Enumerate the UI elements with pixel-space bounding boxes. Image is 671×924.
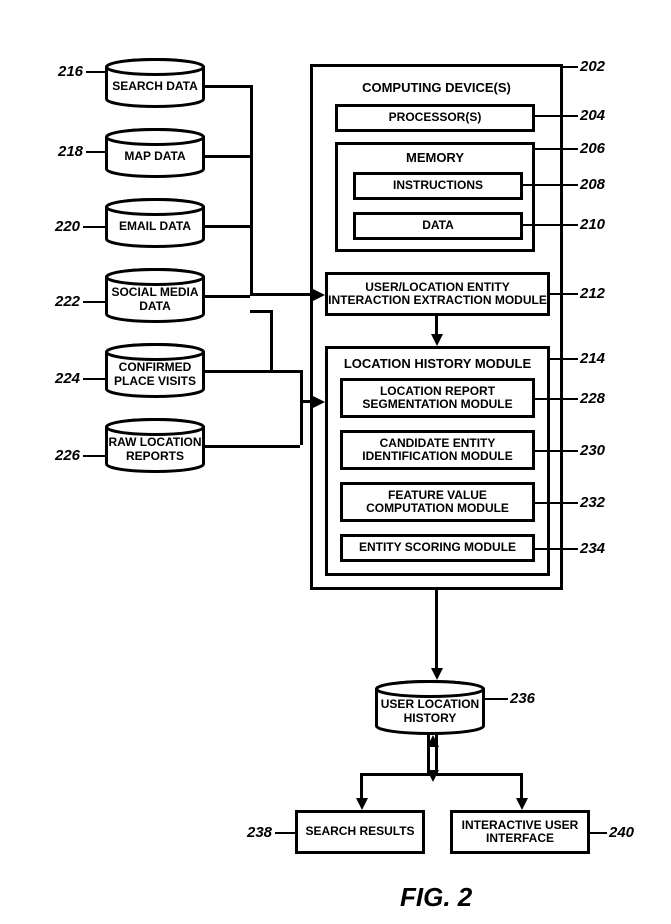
map-data-ref: 218 <box>58 143 83 160</box>
leader <box>86 151 105 153</box>
arrow <box>431 668 443 680</box>
leader <box>485 698 508 700</box>
email-data-label: EMAIL DATA <box>119 220 191 233</box>
search-data-ref: 216 <box>58 63 83 80</box>
leader <box>523 184 578 186</box>
interactive-ui: INTERACTIVE USER INTERFACE <box>450 810 590 854</box>
connector <box>205 445 300 448</box>
email-data-ref: 220 <box>55 218 80 235</box>
processors-ref: 204 <box>580 107 605 124</box>
leader <box>535 450 578 452</box>
figure-label: FIG. 2 <box>400 882 472 913</box>
segmentation-module: LOCATION REPORT SEGMENTATION MODULE <box>340 378 535 418</box>
leader <box>535 398 578 400</box>
computing-device-title: COMPUTING DEVICE(S) <box>310 80 563 95</box>
leader <box>550 293 578 295</box>
connector <box>250 310 270 313</box>
leader <box>83 455 105 457</box>
map-data: MAP DATA <box>105 128 205 178</box>
leader <box>83 378 105 380</box>
search-data: SEARCH DATA <box>105 58 205 108</box>
feature-module: FEATURE VALUE COMPUTATION MODULE <box>340 482 535 522</box>
connector <box>300 370 303 445</box>
data: DATA <box>353 212 523 240</box>
connector <box>205 295 250 298</box>
instructions: INSTRUCTIONS <box>353 172 523 200</box>
connector <box>270 310 273 370</box>
location-history-module-ref: 214 <box>580 350 605 367</box>
connector <box>435 316 438 334</box>
leader <box>550 358 578 360</box>
leader <box>83 226 105 228</box>
connector <box>205 225 250 228</box>
connector <box>250 85 253 295</box>
leader <box>535 148 578 150</box>
patent-diagram: COMPUTING DEVICE(S) 202 MEMORY 206 LOCATION … <box>0 0 671 924</box>
leader <box>275 832 295 834</box>
instructions-ref: 208 <box>580 176 605 193</box>
search-data-label: SEARCH DATA <box>112 80 198 93</box>
candidate-module: CANDIDATE ENTITY IDENTIFICATION MODULE <box>340 430 535 470</box>
confirmed-visits-ref: 224 <box>55 370 80 387</box>
map-data-label: MAP DATA <box>124 150 185 163</box>
user-loc-history-label: USER LOCATION HISTORY <box>381 698 479 724</box>
interaction-module: USER/LOCATION ENTITY INTERACTION EXTRACT… <box>325 272 550 316</box>
leader <box>535 502 578 504</box>
user-loc-history: USER LOCATION HISTORY <box>375 680 485 735</box>
leader <box>83 301 105 303</box>
connector <box>270 370 300 373</box>
arrow <box>516 798 528 810</box>
connector <box>360 773 363 798</box>
connector <box>435 590 438 668</box>
raw-location-label: RAW LOCATION REPORTS <box>108 436 201 462</box>
processors: PROCESSOR(S) <box>335 104 535 132</box>
leader <box>535 548 578 550</box>
leader <box>563 66 578 68</box>
connector <box>360 773 520 776</box>
location-history-module-title: LOCATION HISTORY MODULE <box>325 356 550 371</box>
leader <box>86 71 105 73</box>
segmentation-module-ref: 228 <box>580 390 605 407</box>
candidate-module-ref: 230 <box>580 442 605 459</box>
connector <box>205 155 250 158</box>
email-data: EMAIL DATA <box>105 198 205 248</box>
interaction-module-ref: 212 <box>580 285 605 302</box>
computing-device-ref: 202 <box>580 58 605 75</box>
connector <box>205 370 270 373</box>
arrow <box>431 334 443 346</box>
connector <box>250 293 313 296</box>
scoring-module-ref: 234 <box>580 540 605 557</box>
confirmed-visits-label: CONFIRMED PLACE VISITS <box>114 361 196 387</box>
arrow <box>356 798 368 810</box>
confirmed-visits: CONFIRMED PLACE VISITS <box>105 343 205 398</box>
leader <box>523 224 578 226</box>
user-loc-history-ref: 236 <box>510 690 535 707</box>
arrow <box>427 735 439 747</box>
connector <box>520 773 523 798</box>
interactive-ui-ref: 240 <box>609 824 634 841</box>
connector <box>300 400 313 403</box>
search-results-ref: 238 <box>247 824 272 841</box>
memory-ref: 206 <box>580 140 605 157</box>
leader <box>590 832 607 834</box>
arrow <box>427 770 439 782</box>
data-ref: 210 <box>580 216 605 233</box>
social-media-ref: 222 <box>55 293 80 310</box>
raw-location: RAW LOCATION REPORTS <box>105 418 205 473</box>
social-media-label: SOCIAL MEDIA DATA <box>111 286 198 312</box>
memory-title: MEMORY <box>335 150 535 165</box>
arrow <box>313 396 325 408</box>
leader <box>535 115 578 117</box>
raw-location-ref: 226 <box>55 447 80 464</box>
feature-module-ref: 232 <box>580 494 605 511</box>
social-media: SOCIAL MEDIA DATA <box>105 268 205 323</box>
search-results: SEARCH RESULTS <box>295 810 425 854</box>
arrow <box>313 289 325 301</box>
scoring-module: ENTITY SCORING MODULE <box>340 534 535 562</box>
connector <box>205 85 250 88</box>
